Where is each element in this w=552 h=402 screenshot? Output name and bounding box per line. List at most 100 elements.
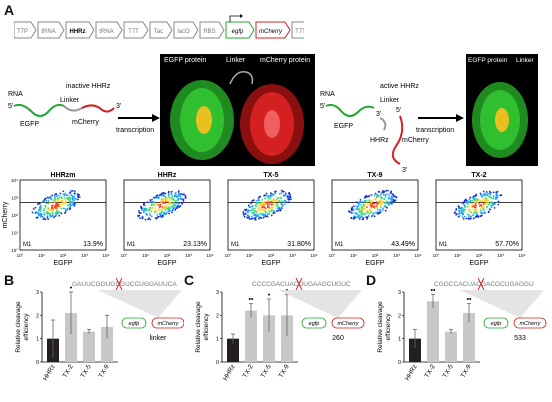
construct-label: T7T: [128, 29, 139, 35]
egfp-inset-label: egfp: [309, 321, 320, 327]
three-prime-label-a: 3': [376, 111, 381, 118]
linker-label: Linker: [60, 97, 80, 104]
significance-marker: ••: [431, 287, 436, 294]
construct-element-7: RBS: [199, 21, 225, 39]
panel-label-a: A: [4, 2, 15, 18]
x-tick-label: 10¹: [142, 253, 149, 258]
panel-label-d: D: [366, 272, 377, 288]
y-tick-label: 2: [216, 313, 219, 319]
structure-image: EGFP protein Linker mCherry protein: [164, 57, 310, 164]
flow-cytometry-plots: HHRzm M1 13.9% 10° 10¹ 10² 10³ 10⁴ EGFP 10° 10¹ 10²…: [2, 172, 526, 267]
hhrz-strand: [379, 117, 387, 131]
x-tick-label: 10³: [81, 253, 88, 258]
three-prime-label-b: 3': [402, 167, 407, 174]
five-prime-label: 5': [8, 103, 13, 110]
gate-label: M1: [127, 242, 136, 248]
x-tick-label: TX-5: [80, 363, 93, 379]
y-tick-label: 3: [36, 290, 39, 296]
y-tick-label: 2: [36, 313, 39, 319]
x-axis-label: EGFP: [469, 260, 488, 267]
x-tick-label: 10³: [185, 253, 192, 258]
hhrz-label: HHRz: [370, 137, 389, 144]
construct-element-10: T7T: [291, 21, 304, 39]
x-tick-label: 10⁴: [519, 253, 526, 258]
mcherry-inset-label: mCherry: [157, 321, 179, 327]
y-tick-label: 0: [398, 360, 401, 366]
y-axis-label: mCherry: [2, 201, 9, 228]
bar: [227, 338, 239, 362]
construct-label: HHRz: [70, 29, 86, 35]
x-tick-label: 10⁴: [311, 253, 318, 258]
transcription-label: transcription: [116, 127, 154, 134]
gate-percentage: 31.80%: [287, 241, 311, 248]
gate-label: M1: [335, 242, 344, 248]
bar: [263, 315, 275, 362]
mcherry-inset-label: mCherry: [337, 321, 359, 327]
mcherry-label: mCherry: [72, 119, 99, 126]
cleavage-sequence: GAUUCGGUGCGUCCUGGAUUCA: [72, 281, 177, 288]
y-tick-label: 10°: [11, 248, 18, 253]
scissors-icon: [295, 277, 303, 291]
egfp-label: EGFP: [20, 121, 39, 128]
inactive-hhrz-scheme: RNA inactive HHRz 5' Linker 3' EGFP mChe…: [8, 83, 160, 134]
construct-element-5: Tac: [149, 21, 173, 39]
y-tick-label: 1: [36, 337, 39, 343]
x-axis-label: EGFP: [157, 260, 176, 267]
egfp-strand: [13, 103, 65, 117]
x-tick-label: TX-9: [98, 363, 111, 379]
y-tick-label: 10⁴: [11, 178, 18, 183]
scissors-icon: [477, 277, 485, 291]
y-tick-label: 2: [398, 313, 401, 319]
significance-marker: ••: [249, 297, 254, 304]
inset-position-label: 533: [514, 335, 526, 342]
construct-label: Tac: [154, 29, 163, 35]
x-tick-label: 10³: [393, 253, 400, 258]
construct-element-6: lacO: [173, 21, 199, 39]
x-tick-label: 10¹: [246, 253, 253, 258]
bar: [101, 327, 113, 362]
construct-element-9: mCherry: [255, 21, 291, 39]
construct-label: tRNA: [99, 29, 113, 35]
y-axis-label-2: efficiency: [203, 313, 210, 341]
transcription-arrow-head-2: [456, 114, 464, 122]
transcription-label-2: transcription: [416, 127, 454, 134]
y-axis-label: Relative cleavage: [377, 301, 384, 353]
flow-plot-title: TX-5: [263, 172, 278, 179]
egfp-mcherry-structure: EGFP protein Linker mCherry protein: [160, 54, 315, 166]
construct-label: T7P: [17, 29, 28, 35]
inactive-hhrz-label: inactive HHRz: [66, 83, 111, 90]
construct-element-1: tRNA: [37, 21, 65, 39]
construct-element-2: HHRz: [65, 21, 95, 39]
mcherry-inset-label: mCherry: [519, 321, 541, 327]
construct-diagram: T7P tRNA HHRz tRNA T7T Tac lacO RBS egfp mCherry T…: [14, 14, 304, 39]
y-axis-label-2: efficiency: [23, 313, 30, 341]
significance-marker: ••: [467, 297, 472, 304]
bar: [409, 338, 421, 362]
structure-image-2: EGFP protein Linker: [468, 57, 535, 158]
gate-percentage: 13.9%: [83, 241, 103, 248]
cleavage-sequence: CGGCCACUACGACGCUGAGGU: [434, 281, 534, 288]
gate-label: M1: [23, 242, 32, 248]
x-tick-label: TX-5: [442, 363, 455, 379]
y-tick-label: 1: [398, 337, 401, 343]
mcherry-label-2: mCherry: [402, 137, 429, 144]
scissors-icon: [115, 277, 123, 291]
significance-marker: •: [268, 292, 271, 299]
gate-label: M1: [231, 242, 240, 248]
x-tick-label: 10°: [329, 253, 336, 258]
y-tick-label: 10¹: [11, 231, 18, 236]
panel-label-b: B: [4, 272, 15, 288]
linker-protein-label-2: Linker: [516, 57, 535, 64]
construct-label: T7T: [295, 29, 304, 35]
egfp-label-2: EGFP: [334, 123, 353, 130]
bar-chart-b: Relative cleavage efficiency 0 1 2 3 HHRz • TX-2…: [15, 277, 184, 382]
x-tick-label: 10²: [372, 253, 379, 258]
gate-label: M1: [439, 242, 448, 248]
x-tick-label: 10²: [164, 253, 171, 258]
panel-label-c: C: [184, 272, 195, 288]
x-tick-label: TX-2: [242, 363, 255, 379]
x-tick-label: TX-5: [260, 363, 273, 379]
x-tick-label: 10³: [289, 253, 296, 258]
inset-position-label: 260: [332, 335, 344, 342]
x-tick-label: 10¹: [454, 253, 461, 258]
